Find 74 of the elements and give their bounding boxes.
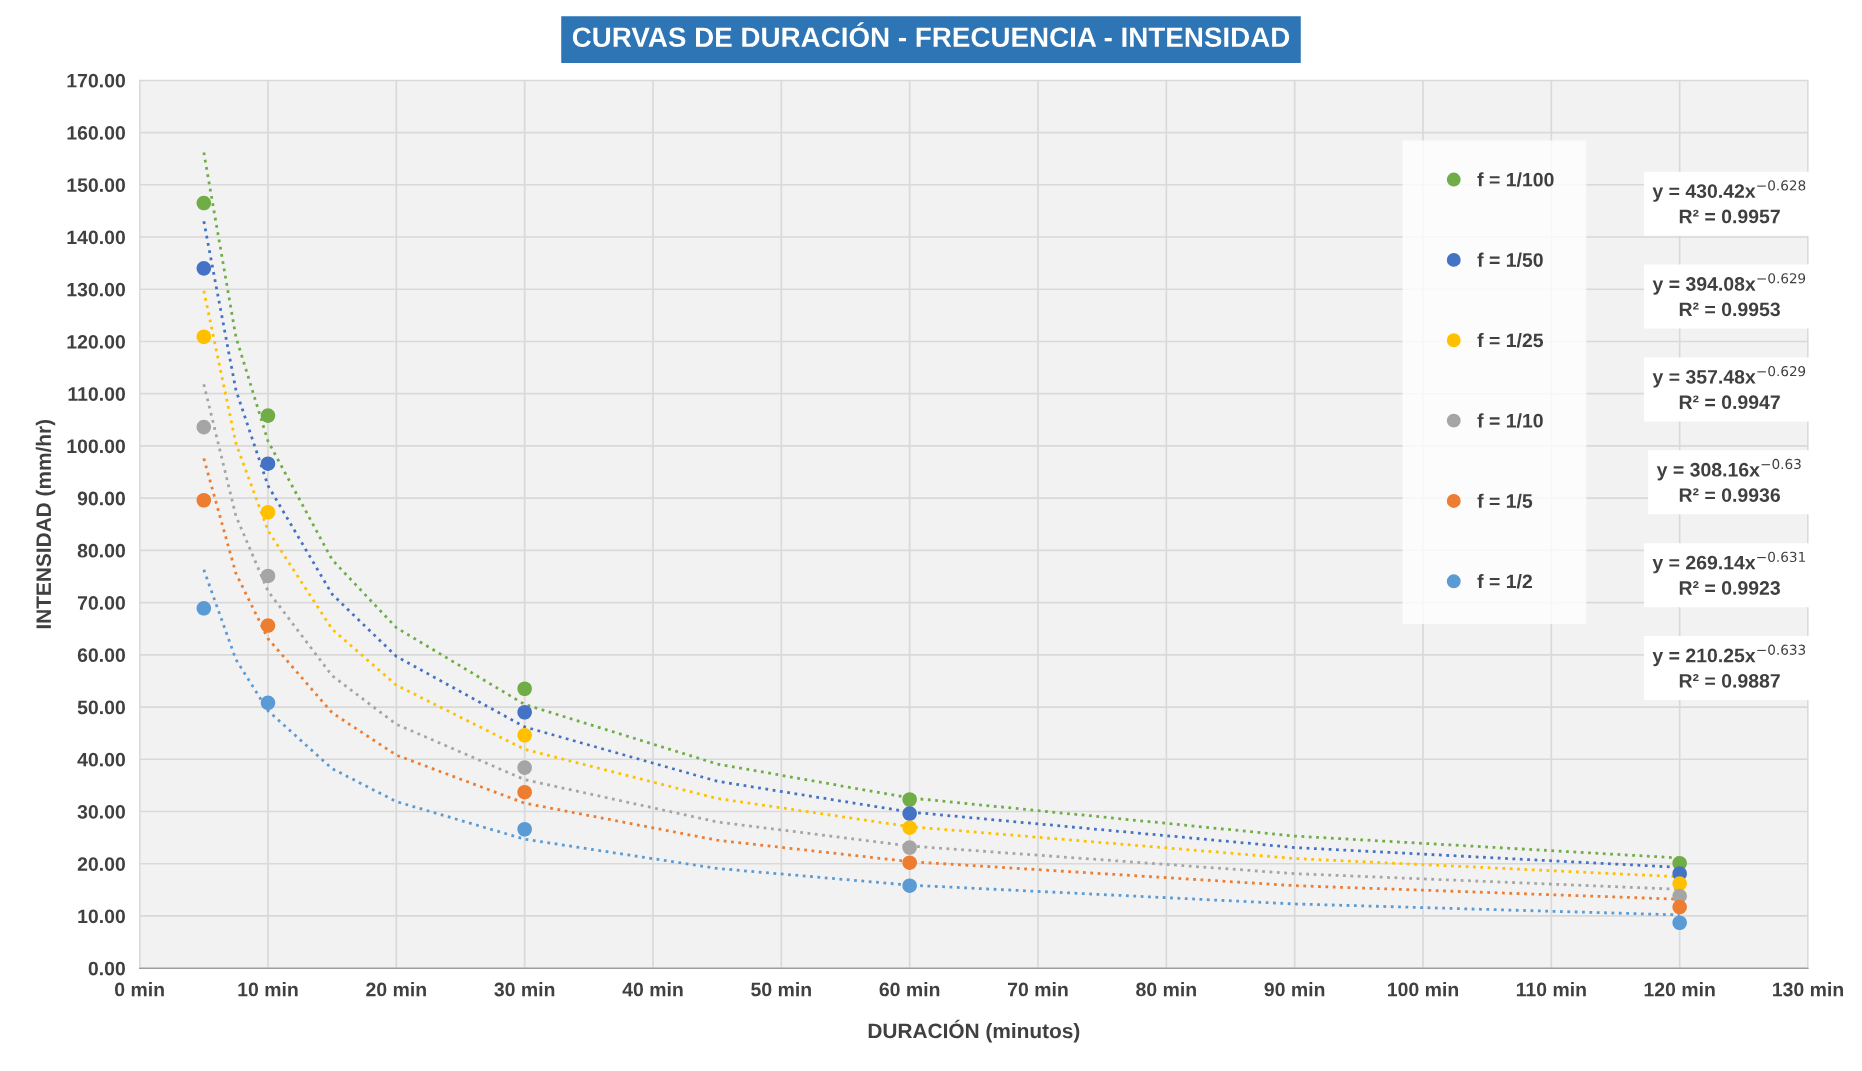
- point: [260, 695, 276, 711]
- y-tick-label: 40.00: [77, 752, 125, 767]
- point: [260, 618, 276, 633]
- point: [902, 806, 917, 821]
- x-tick-label: 0 min: [115, 982, 164, 997]
- x-tick-label: 20 min: [366, 982, 426, 997]
- point: [517, 760, 532, 775]
- x-tick-label: 70 min: [1008, 982, 1068, 997]
- text: y = 269.14x$^{−0.631}$ R² = 0.9923: [1652, 551, 1805, 595]
- y-tick-label: 110.00: [68, 387, 125, 401]
- point: [902, 840, 917, 855]
- y-tick-label: 30.00: [77, 804, 125, 819]
- x-tick-label: 100 min: [1388, 982, 1458, 997]
- point: [260, 504, 276, 520]
- legend-label: f = 1/25: [1477, 332, 1544, 348]
- chart-title: CURVAS DE DURACIÓN - FRECUENCIA - INTENSIDAD: [572, 22, 1290, 48]
- point: [517, 704, 532, 720]
- y-tick-label: 80.00: [77, 543, 125, 558]
- y-tick-label: 140.00: [67, 230, 125, 245]
- y-tick-label: 100.00: [67, 439, 125, 454]
- y-tick-label: 20.00: [77, 857, 125, 871]
- text: y = 394.08x$^{−0.629}$ R² = 0.9953: [1652, 273, 1806, 317]
- y-tick-label: 170.00: [67, 73, 125, 88]
- y-tick-label: 0.00: [88, 961, 125, 976]
- x-tick-label: 50 min: [751, 982, 811, 997]
- x-tick-label: 60 min: [879, 982, 940, 997]
- y-tick-label: 90.00: [77, 491, 125, 506]
- point: [1672, 899, 1687, 915]
- legend-label: f = 1/5: [1477, 493, 1533, 509]
- x-tick-label: 40 min: [622, 982, 683, 997]
- y-tick-label: 150.00: [67, 178, 125, 193]
- y-tick-label: 50.00: [77, 700, 125, 715]
- text: y = 210.25x$^{−0.633}$ R² = 0.9887: [1652, 644, 1806, 688]
- legend-label: f = 1/2: [1477, 574, 1532, 589]
- x-axis-title: DURACIÓN (minutos): [868, 1019, 1080, 1043]
- point: [517, 727, 532, 743]
- point: [260, 568, 276, 584]
- point: [517, 784, 532, 800]
- legend-label: f = 1/50: [1477, 252, 1543, 268]
- point: [1672, 915, 1687, 931]
- point: [1672, 876, 1687, 891]
- point: [517, 821, 532, 837]
- y-tick-label: 10.00: [78, 909, 125, 924]
- x-tick-label: 120 min: [1644, 982, 1715, 997]
- point: [196, 492, 212, 508]
- x-tick-label: 110 min: [1516, 982, 1586, 997]
- y-tick-label: 60.00: [77, 648, 125, 663]
- point: [517, 681, 532, 697]
- point: [260, 408, 276, 423]
- point: [196, 195, 212, 211]
- point: [902, 878, 917, 893]
- x-tick-label: 10 min: [238, 982, 298, 997]
- y-axis-title: INTENSIDAD (mm/hr): [35, 419, 56, 629]
- x-tick-label: 80 min: [1136, 982, 1196, 997]
- x-tick-label: 90 min: [1264, 982, 1325, 997]
- x-tick-label: 30 min: [494, 982, 555, 997]
- y-tick-label: 70.00: [77, 596, 125, 610]
- point: [196, 419, 212, 435]
- point: [902, 792, 917, 807]
- legend-label: f = 1/10: [1477, 413, 1543, 428]
- point: [902, 820, 917, 835]
- text: y = 357.48x$^{−0.629}$ R² = 0.9947: [1652, 366, 1806, 410]
- text: y = 430.42x$^{−0.628}$ R² = 0.9957: [1652, 180, 1806, 224]
- y-tick-label: 120.00: [67, 334, 125, 349]
- text: y = 308.16x$^{−0.63}$ R² = 0.9936: [1656, 458, 1801, 503]
- point: [196, 601, 212, 616]
- point: [902, 855, 917, 870]
- x-tick-label: 130 min: [1773, 982, 1844, 997]
- y-tick-label: 130.00: [67, 282, 125, 297]
- point: [196, 261, 212, 276]
- y-tick-label: 160.00: [67, 126, 125, 140]
- point: [196, 329, 212, 345]
- legend-label: f = 1/100: [1477, 172, 1554, 187]
- point: [260, 456, 276, 471]
